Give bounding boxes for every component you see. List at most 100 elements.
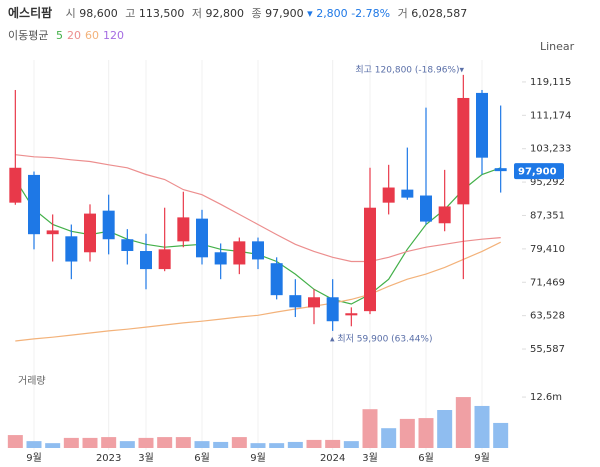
candle-body — [308, 297, 320, 308]
candle-body — [28, 174, 40, 235]
candle-body — [158, 249, 171, 270]
candle-body — [289, 295, 302, 308]
y-tick-label: 103,233 — [530, 144, 571, 155]
volume-label: 거 — [397, 7, 408, 20]
y-tick-label: 111,174 — [530, 110, 571, 121]
high-value: 113,500 — [138, 7, 185, 20]
volume-bar — [26, 441, 42, 448]
ma-legend-entry: 5 — [55, 29, 63, 42]
volume-bar — [287, 441, 303, 448]
ma-line — [15, 241, 501, 342]
volume-bar — [455, 397, 471, 448]
x-tick-label: 3월 — [362, 452, 378, 464]
volume-bar — [343, 441, 359, 448]
volume-bar — [82, 437, 98, 448]
y-tick-label: 119,115 — [530, 77, 571, 88]
candle-body — [102, 210, 115, 240]
open-value: 98,600 — [79, 7, 118, 20]
candle-body — [65, 236, 78, 262]
low-label: 저 — [191, 7, 203, 20]
ma-legend: 이동평균 5 20 60 120 — [8, 27, 128, 43]
candle-body — [140, 251, 152, 270]
volume-value: 6,028,587 — [411, 7, 468, 20]
volume-bar — [437, 410, 453, 448]
volume-bar — [474, 405, 490, 448]
ma-legend-entry: 120 — [102, 29, 124, 42]
change-pct: -2.78% — [351, 7, 391, 20]
x-tick-label: 3월 — [138, 452, 154, 464]
ma-legend-entry: 20 — [66, 29, 81, 42]
x-tick-label: 6월 — [194, 452, 210, 464]
volume-bar — [493, 422, 509, 448]
candle-body — [177, 217, 190, 242]
volume-bar — [194, 441, 210, 448]
volume-bar — [362, 409, 378, 448]
volume-bar — [381, 428, 397, 448]
candle-body — [382, 187, 395, 203]
volume-title: 거래량 — [18, 375, 46, 387]
x-tick-label: 9월 — [474, 452, 490, 464]
quote-header: 에스티팜 시 98,600 고 113,500 저 92,800 종 97,90… — [8, 4, 467, 21]
volume-bar — [399, 418, 415, 448]
candle-body — [420, 195, 432, 222]
close-label: 종 — [251, 7, 262, 20]
y-tick-label: 71,469 — [530, 277, 565, 288]
price-tag-label: 97,900 — [518, 167, 557, 178]
candle-body — [345, 313, 358, 316]
ma-label: 이동평균 — [8, 29, 49, 42]
x-tick-label: 2023 — [96, 453, 121, 464]
ma-legend-entry: 60 — [84, 29, 99, 42]
candle-body — [494, 168, 507, 172]
y-tick-label: 63,528 — [530, 311, 565, 322]
low-value: 92,800 — [205, 7, 245, 20]
candle-body — [476, 92, 488, 158]
volume-bar — [45, 443, 61, 448]
volume-bar — [138, 437, 154, 448]
volume-bar — [306, 439, 322, 448]
candle-body — [457, 97, 470, 205]
candle-body — [121, 239, 134, 252]
volume-bar — [7, 435, 23, 448]
y-tick-label: 95,292 — [530, 177, 565, 188]
volume-bar — [269, 443, 285, 448]
x-tick-label: 9월 — [250, 452, 266, 464]
candle-body — [270, 263, 283, 296]
candle-body — [326, 297, 339, 322]
candle-body — [84, 213, 96, 253]
min-annotation: ▴ 최저 59,900 (63.44%) — [330, 334, 433, 345]
ma-line — [15, 154, 501, 263]
volume-bar — [325, 439, 341, 448]
close-value: 97,900 — [265, 7, 304, 20]
volume-bar — [63, 437, 79, 448]
volume-bar — [157, 437, 173, 448]
candle-body — [214, 252, 227, 265]
volume-bar — [119, 441, 135, 448]
volume-bar — [175, 437, 191, 448]
x-tick-label: 9월 — [26, 452, 42, 464]
x-tick-label: 2024 — [320, 453, 345, 464]
change: ▾ 2,800 — [307, 7, 348, 20]
volume-bar — [101, 437, 117, 448]
candle-body — [438, 206, 451, 224]
candle-body — [252, 241, 264, 260]
volume-bar — [213, 441, 229, 448]
open-label: 시 — [65, 7, 76, 20]
max-annotation: 최고 120,800 (-18.96%)▾ — [355, 65, 464, 76]
y-tick-label: 79,410 — [530, 244, 565, 255]
candle-body — [196, 218, 208, 258]
high-label: 고 — [125, 7, 136, 20]
candle-body — [46, 230, 59, 235]
price-tag — [514, 163, 564, 180]
candle-body — [9, 167, 22, 203]
x-tick-label: 6월 — [418, 452, 434, 464]
y-tick-label: 55,587 — [530, 344, 565, 355]
y-tick-label: 12.6m — [530, 392, 562, 403]
candle-body — [364, 207, 376, 312]
candle-body — [233, 241, 246, 265]
y-tick-label: 87,351 — [530, 210, 565, 221]
scale-selector[interactable]: Linear — [540, 40, 575, 53]
volume-bar — [418, 418, 434, 448]
